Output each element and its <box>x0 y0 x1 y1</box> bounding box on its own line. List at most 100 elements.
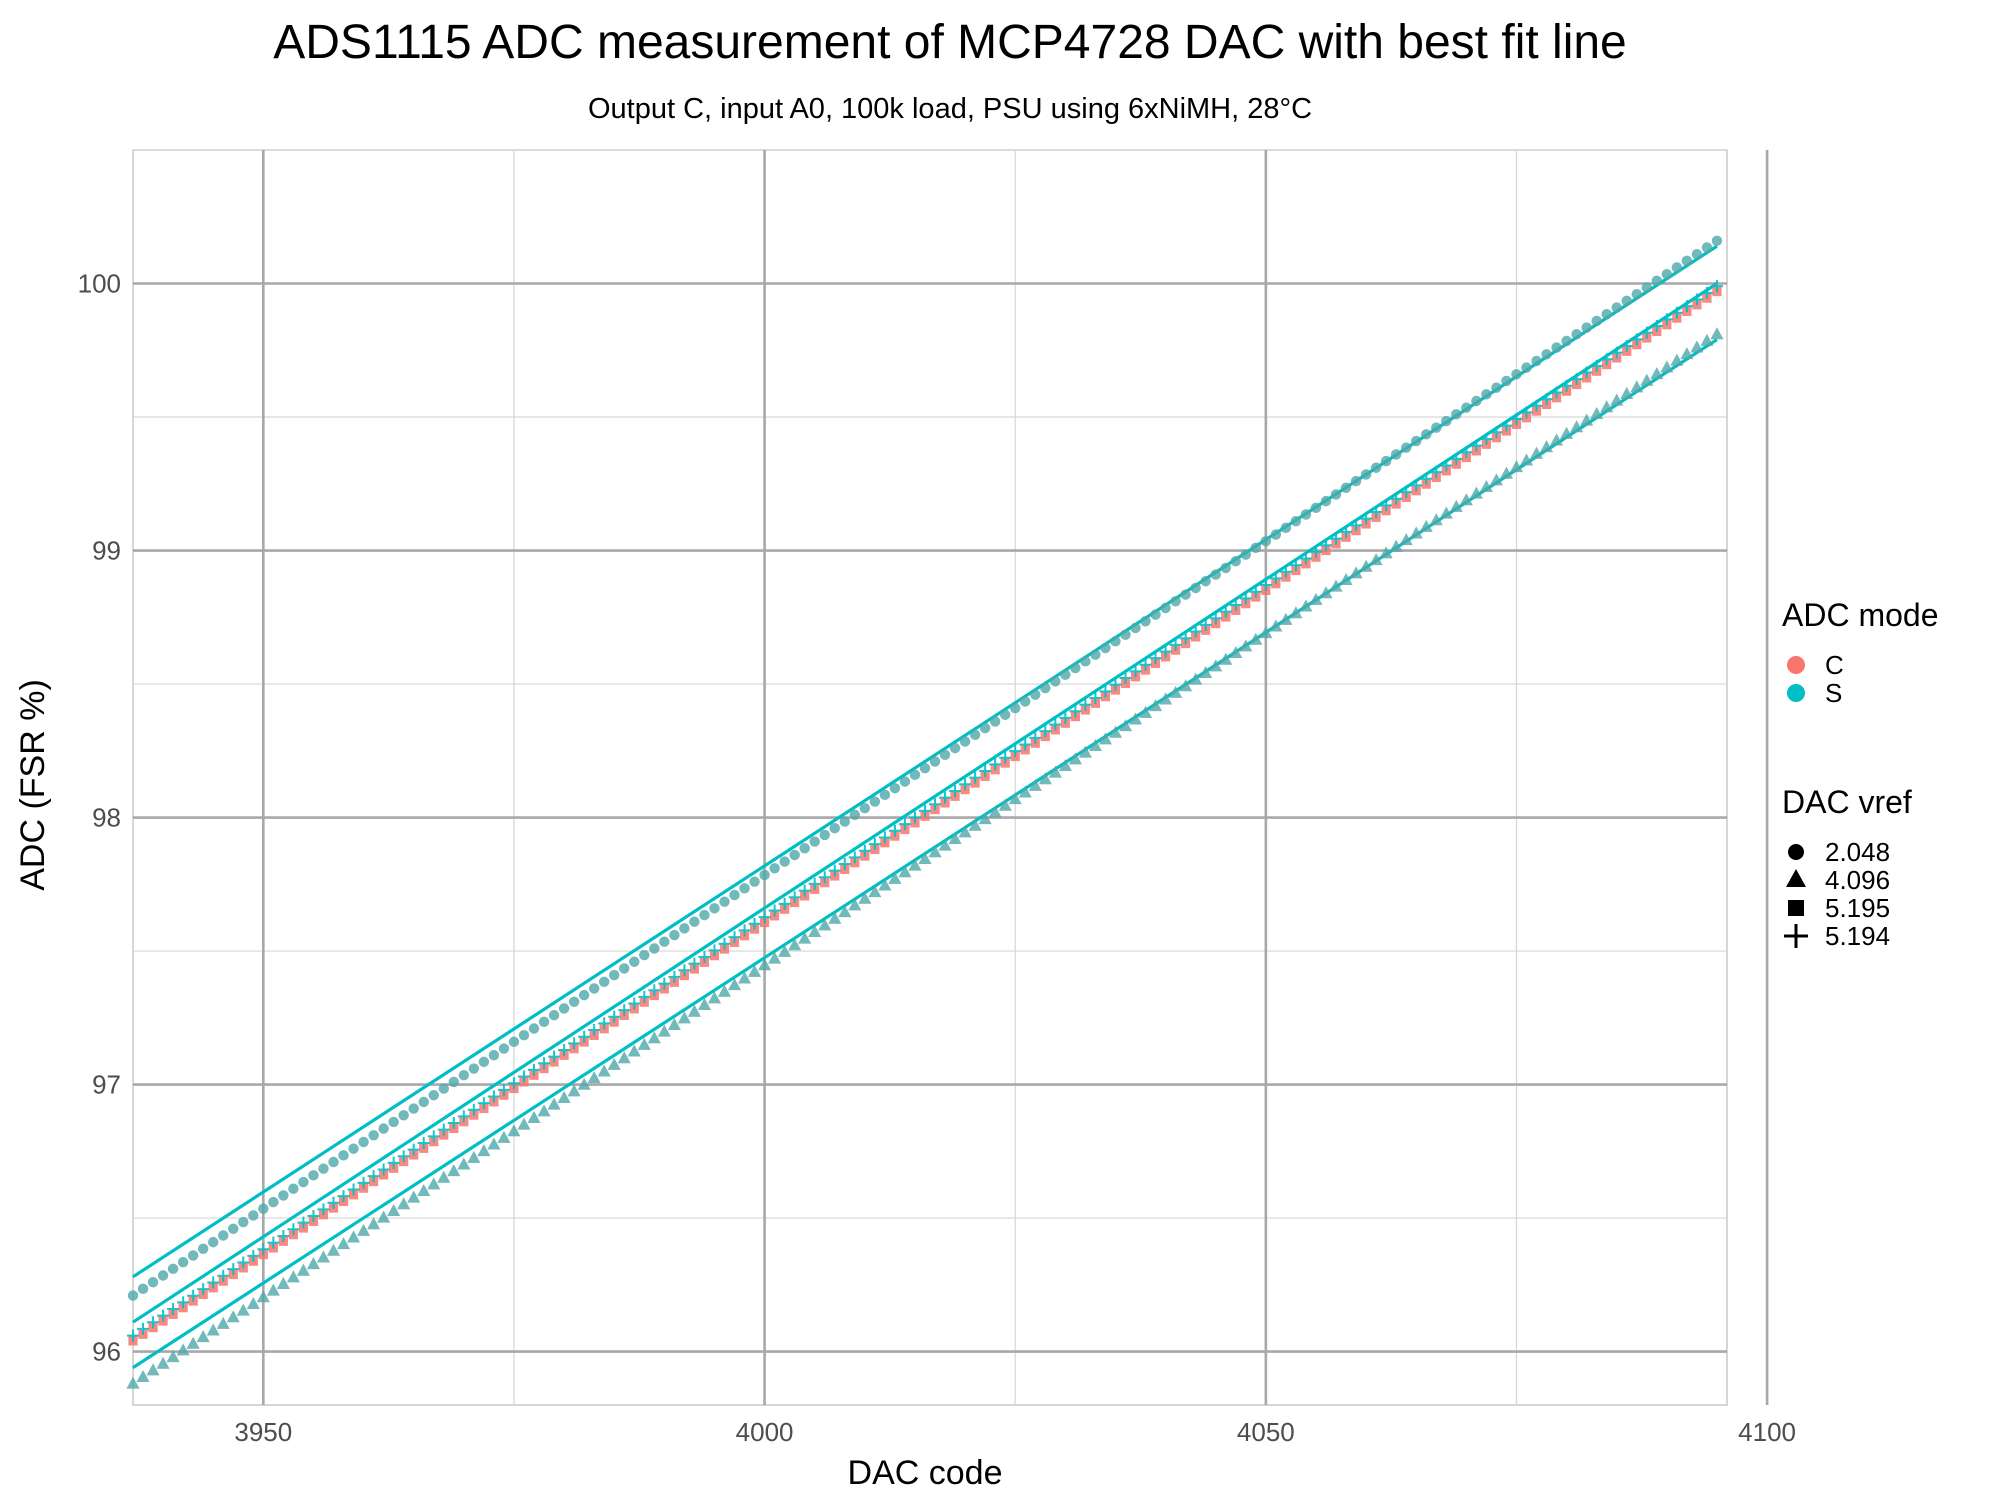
point-plus <box>1480 432 1493 445</box>
point-triangle <box>557 1091 571 1104</box>
y-tick-label: 100 <box>78 269 121 299</box>
data-points <box>126 235 1724 1389</box>
point-plus <box>1690 293 1703 306</box>
point-circle <box>147 1276 159 1288</box>
point-plus <box>1129 665 1142 678</box>
point-triangle <box>1329 579 1343 592</box>
point-circle <box>558 1003 570 1014</box>
point-triangle <box>1540 440 1554 453</box>
point-triangle <box>1610 393 1624 406</box>
point-plus <box>959 778 972 791</box>
legend-dac-vref-title: DAC vref <box>1782 784 1912 820</box>
point-plus <box>357 1176 370 1189</box>
point-plus <box>1620 339 1633 352</box>
point-triangle <box>1449 499 1463 512</box>
point-plus <box>668 970 681 983</box>
point-circle <box>629 956 640 967</box>
point-circle <box>208 1236 219 1248</box>
point-triangle <box>738 971 752 984</box>
point-circle <box>1400 442 1412 453</box>
point-triangle <box>1129 712 1143 725</box>
point-triangle <box>577 1077 591 1090</box>
point-plus <box>1089 691 1102 704</box>
point-circle <box>739 883 750 894</box>
point-plus <box>1079 698 1092 711</box>
point-circle <box>1461 402 1472 413</box>
point-plus <box>457 1110 470 1123</box>
point-plus <box>1660 313 1673 326</box>
point-circle <box>1310 502 1322 514</box>
point-plus <box>1600 353 1613 366</box>
point-plus <box>1650 320 1663 333</box>
point-triangle <box>978 812 992 825</box>
point-plus <box>217 1269 230 1282</box>
point-circle <box>1330 489 1342 500</box>
point-triangle <box>1620 387 1634 400</box>
point-circle <box>528 1023 540 1034</box>
point-circle <box>1060 669 1071 680</box>
point-triangle <box>1359 559 1373 572</box>
point-plus <box>788 891 801 904</box>
point-triangle <box>968 818 982 831</box>
point-triangle <box>938 838 952 851</box>
point-triangle <box>1088 739 1102 752</box>
point-circle <box>1010 702 1021 714</box>
point-circle <box>899 776 911 787</box>
point-triangle <box>357 1223 371 1236</box>
point-plus <box>678 964 691 977</box>
point-triangle <box>427 1177 441 1190</box>
point-circle <box>538 1016 550 1028</box>
point-plus <box>898 818 911 831</box>
point-triangle <box>1159 692 1173 705</box>
point-circle <box>1290 515 1302 527</box>
point-triangle <box>1710 327 1724 340</box>
point-circle <box>1531 355 1542 367</box>
grid <box>132 149 1769 1406</box>
point-circle <box>699 909 710 921</box>
point-triangle <box>377 1210 391 1223</box>
point-plus <box>327 1196 340 1209</box>
point-circle <box>979 722 991 734</box>
point-triangle <box>236 1303 250 1316</box>
point-circle <box>689 916 700 927</box>
point-triangle <box>306 1257 320 1270</box>
point-plus <box>1269 572 1282 585</box>
point-plus <box>1199 618 1212 631</box>
point-circle <box>1140 616 1151 627</box>
point-circle <box>1601 309 1612 320</box>
axis-ticks: 3950 4000 4050 4100 96 97 98 99 100 <box>78 269 1796 1447</box>
point-triangle <box>256 1290 270 1303</box>
x-tick-label: 3950 <box>234 1417 292 1447</box>
point-circle <box>238 1216 249 1228</box>
point-circle <box>1120 629 1131 640</box>
chart-title: ADS1115 ADC measurement of MCP4728 DAC w… <box>273 16 1627 69</box>
point-circle <box>1020 696 1031 707</box>
point-circle <box>669 929 680 941</box>
point-triangle <box>617 1051 631 1064</box>
point-triangle <box>136 1369 150 1382</box>
point-circle <box>1320 495 1332 507</box>
point-plus <box>1410 479 1423 492</box>
point-circle <box>568 996 580 1007</box>
point-triangle <box>206 1323 220 1336</box>
series-circle-S <box>127 235 1723 1301</box>
legend-circle-icon <box>1788 844 1804 860</box>
point-circle <box>1280 522 1292 534</box>
point-triangle <box>537 1104 551 1117</box>
legend-swatch-s <box>1787 684 1805 702</box>
point-circle <box>1571 329 1582 340</box>
legend-adc-mode: ADC mode C S <box>1782 597 1939 708</box>
point-circle <box>659 936 670 947</box>
point-plus <box>337 1190 350 1203</box>
point-triangle <box>948 832 962 845</box>
point-plus <box>1259 579 1272 592</box>
point-plus <box>878 831 891 844</box>
point-triangle <box>186 1336 200 1349</box>
point-plus <box>277 1229 290 1242</box>
x-axis-title: DAC code <box>848 1454 1003 1492</box>
point-circle <box>1651 275 1663 287</box>
point-plus <box>1490 426 1503 439</box>
point-circle <box>1130 622 1141 634</box>
point-plus <box>808 877 821 890</box>
point-triangle <box>316 1250 330 1263</box>
